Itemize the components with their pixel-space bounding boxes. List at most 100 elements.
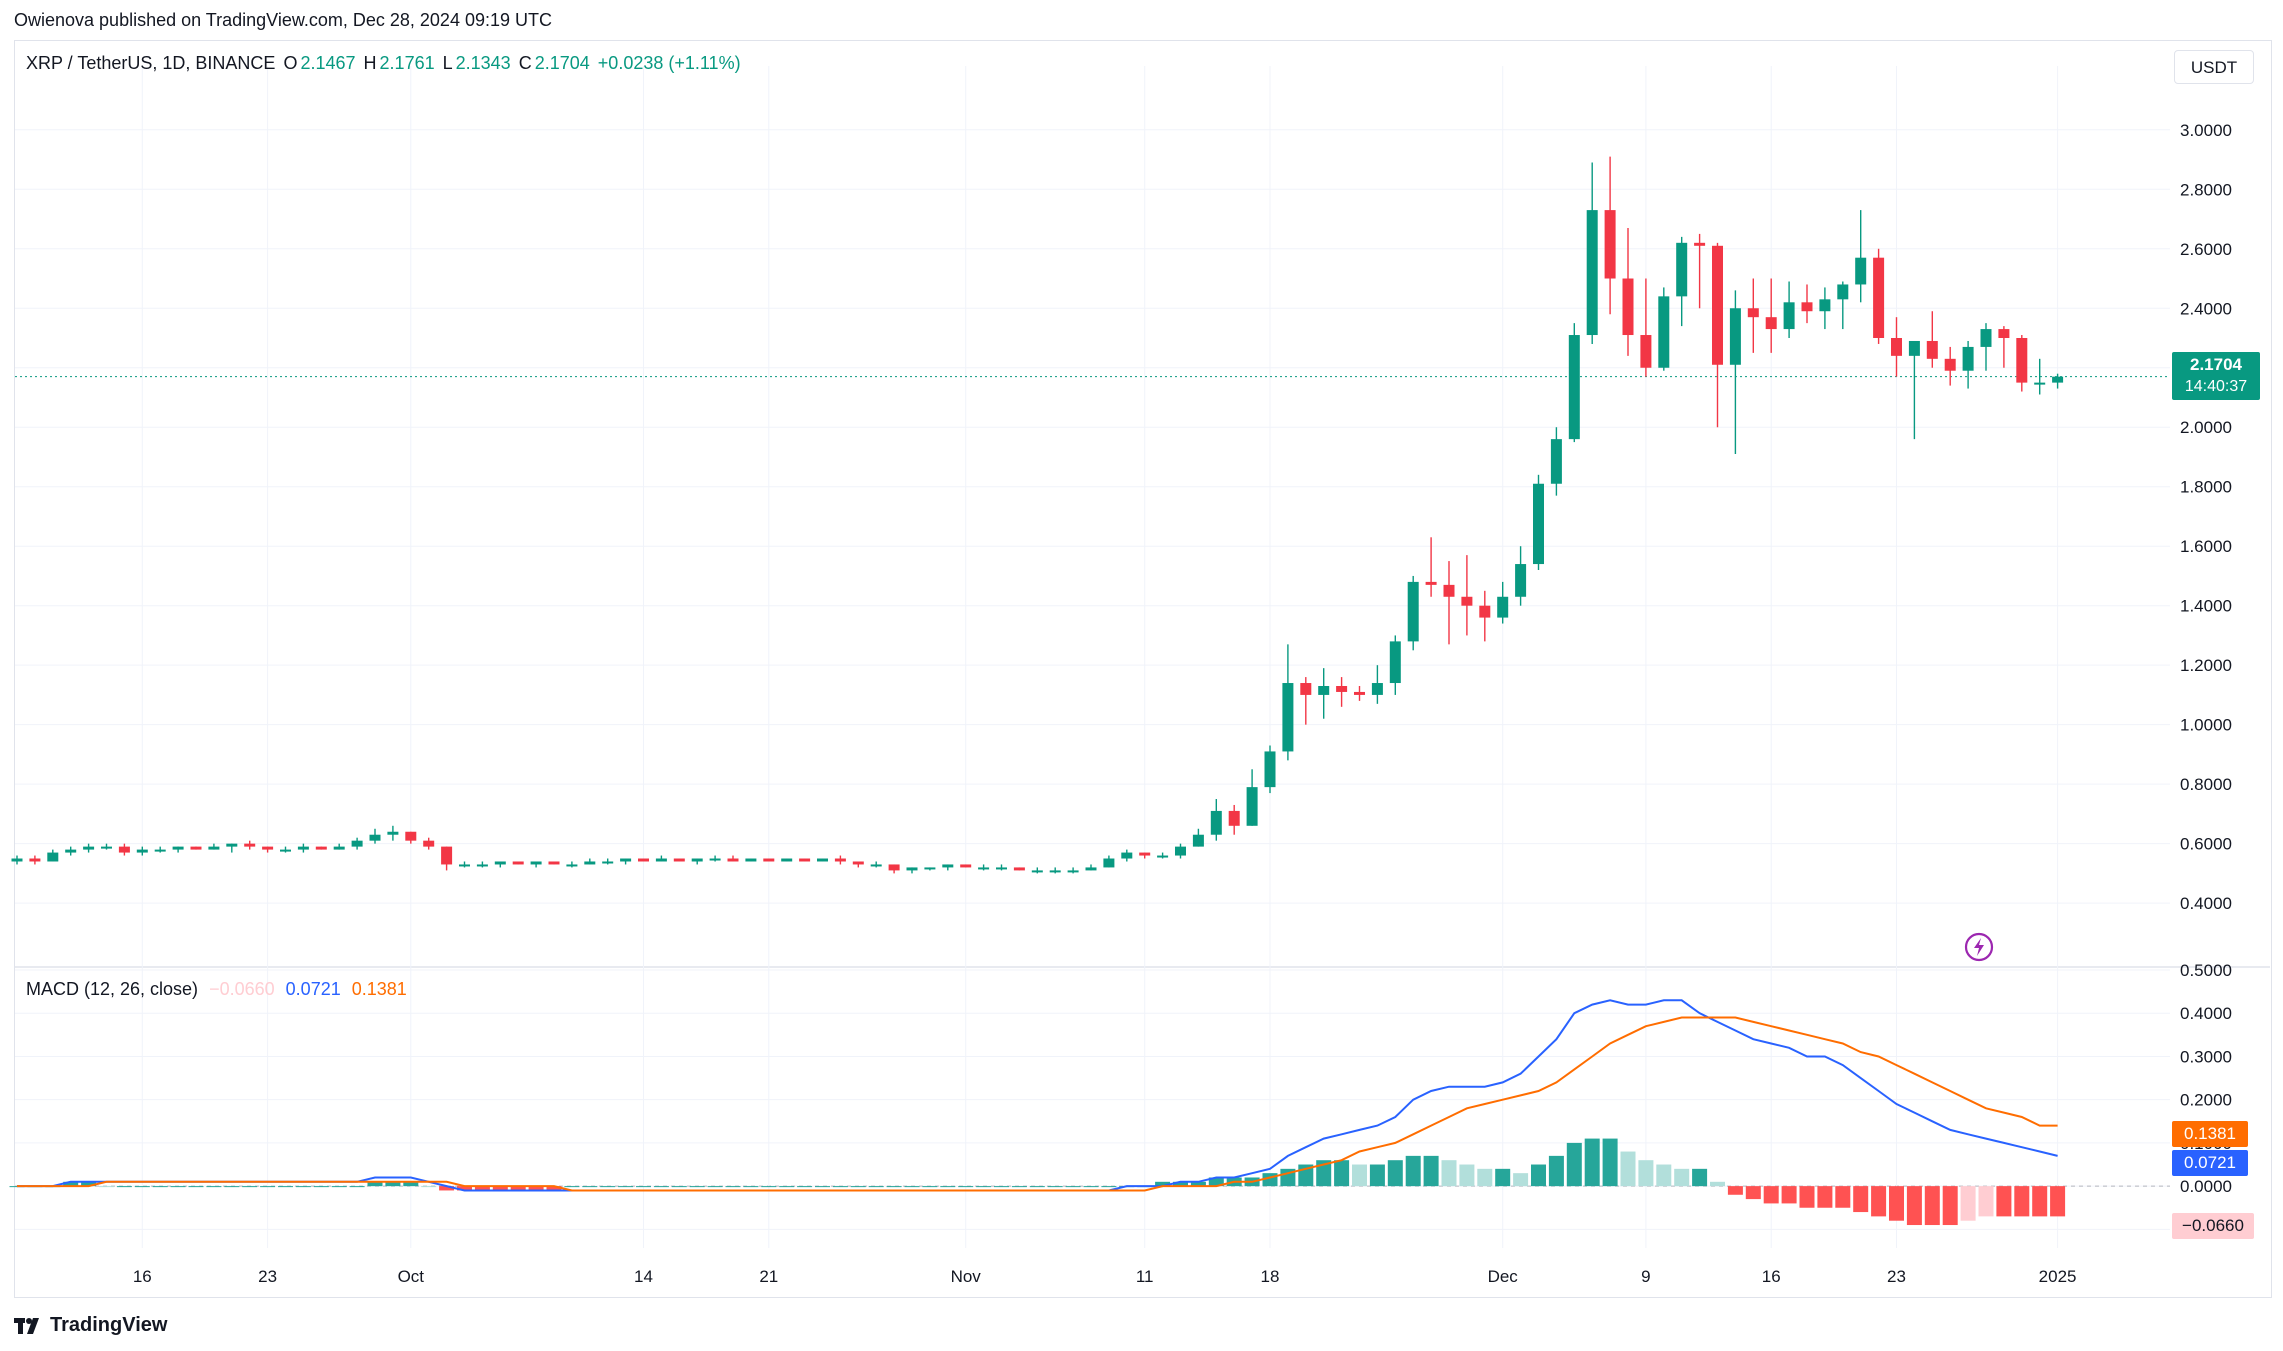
time-tick-label: 21	[759, 1267, 778, 1286]
histogram-bar	[761, 1186, 777, 1188]
histogram-bar	[1853, 1186, 1869, 1213]
candle-body	[1837, 284, 1849, 300]
candle-body	[673, 858, 685, 862]
histogram-bar	[116, 1186, 132, 1188]
candle-body	[1157, 855, 1169, 858]
histogram-bar	[1978, 1186, 1994, 1217]
histogram-bar	[152, 1186, 168, 1188]
price-tick-label: 1.8000	[2180, 478, 2232, 497]
time-tick-label: 11	[1136, 1267, 1154, 1286]
price-tick-label: 0.8000	[2180, 775, 2232, 794]
candle-body	[512, 861, 524, 865]
candle-body	[494, 861, 506, 865]
hist-scale-tag: −0.0660	[2172, 1213, 2254, 1239]
candle-body	[1801, 302, 1813, 312]
close-label: C	[518, 53, 532, 73]
candle-body	[1533, 483, 1544, 565]
histogram-bar	[1423, 1155, 1439, 1187]
last-price-tag: 2.1704 14:40:37	[2172, 352, 2260, 400]
candle-body	[942, 864, 954, 868]
close-value: 2.1704	[534, 53, 590, 73]
histogram-bar	[1889, 1186, 1904, 1221]
histogram-bar	[1155, 1181, 1171, 1187]
candle-body	[459, 864, 470, 867]
histogram-bar	[832, 1186, 848, 1188]
histogram-bar	[1799, 1186, 1815, 1208]
candle-body	[2034, 382, 2046, 385]
candle-body	[1694, 242, 1706, 246]
histogram-bar	[815, 1186, 830, 1188]
histogram-bar	[797, 1186, 813, 1188]
currency-unit-button[interactable]: USDT	[2174, 50, 2254, 84]
candle-body	[2016, 338, 2028, 383]
candle-body	[1425, 581, 1437, 585]
histogram-bar	[1047, 1186, 1063, 1188]
macd-line-value: 0.0721	[285, 979, 341, 999]
candle-body	[1121, 852, 1133, 859]
candle-body	[1855, 257, 1867, 285]
histogram-bar	[1906, 1186, 1922, 1226]
candle-body	[745, 858, 757, 862]
histogram-bar	[1405, 1155, 1421, 1187]
candle-body	[1139, 852, 1151, 856]
price-tick-label: 3.0000	[2180, 121, 2232, 140]
candle-body	[1908, 340, 1920, 356]
price-tick-label: 1.6000	[2180, 537, 2232, 556]
histogram-bar	[1065, 1186, 1081, 1188]
open-value: 2.1467	[300, 53, 356, 73]
candle-body	[1550, 439, 1562, 484]
histogram-bar	[1531, 1164, 1546, 1187]
histogram-bar	[206, 1186, 222, 1188]
histogram-bar	[600, 1186, 616, 1188]
histogram-bar	[1656, 1164, 1672, 1187]
histogram-bar	[886, 1186, 902, 1188]
candle-body	[101, 846, 112, 849]
candle-body	[584, 861, 596, 865]
histogram-bar	[224, 1186, 240, 1188]
candle-body	[691, 858, 703, 862]
candle-body	[441, 846, 453, 865]
candle-body	[1980, 329, 1992, 347]
time-tick-label: 14	[634, 1267, 653, 1286]
lightning-icon[interactable]	[1964, 932, 1994, 962]
histogram-bar	[2014, 1186, 2030, 1217]
chart-frame	[14, 40, 2272, 1298]
low-value: 2.1343	[455, 53, 511, 73]
signal-line	[17, 1016, 2058, 1192]
histogram-bar	[671, 1186, 687, 1188]
time-tick-label: 23	[1887, 1267, 1906, 1286]
candle-body	[1873, 257, 1885, 338]
time-tick-label: 23	[258, 1267, 277, 1286]
histogram-bar	[1369, 1164, 1385, 1187]
candle-body	[315, 846, 327, 850]
histogram-bar	[2032, 1186, 2048, 1217]
histogram-bar	[1173, 1181, 1188, 1187]
histogram-bar	[868, 1186, 884, 1188]
candle-body	[423, 840, 435, 847]
candle-body	[2052, 376, 2064, 383]
histogram-bar	[528, 1186, 544, 1191]
histogram-bar	[278, 1186, 293, 1188]
candle-body	[333, 846, 345, 850]
histogram-bar	[1584, 1138, 1600, 1187]
histogram-bar	[510, 1186, 526, 1191]
candle-body	[638, 858, 649, 862]
candle-body	[297, 846, 309, 850]
candle-body	[280, 849, 291, 852]
histogram-bar	[403, 1181, 419, 1187]
candle-body	[1479, 605, 1491, 618]
macd-axis: 0.50000.40000.30000.20000.10000.0000−0.1…	[2180, 961, 2242, 1239]
time-tick-label: Oct	[398, 1267, 425, 1286]
tradingview-logo[interactable]: TradingView	[14, 1314, 167, 1337]
candle-body	[369, 834, 381, 841]
histogram-bar	[1781, 1186, 1797, 1204]
candle-body	[1765, 317, 1777, 330]
price-tick-label: 2.0000	[2180, 418, 2232, 437]
macd-line	[17, 999, 2058, 1192]
candle-body	[83, 846, 95, 850]
histogram-bar	[457, 1186, 472, 1191]
histogram-bar	[331, 1186, 347, 1188]
candle-body	[602, 861, 614, 864]
candle-body	[387, 831, 399, 835]
